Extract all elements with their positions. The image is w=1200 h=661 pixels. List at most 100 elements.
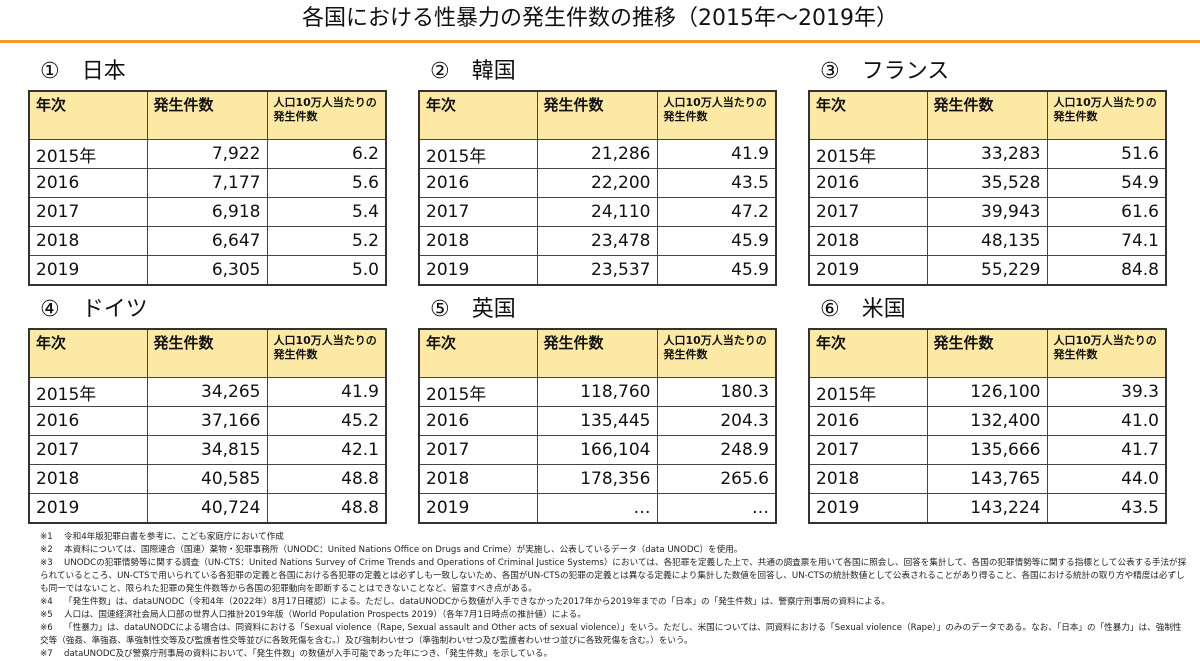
rate-cell: 180.3 xyxy=(656,377,777,407)
year-cell: 2016 xyxy=(418,406,538,436)
year-cell: 2017 xyxy=(418,435,538,465)
year-cell: 2016 xyxy=(808,168,928,198)
rate-cell: 204.3 xyxy=(656,406,777,436)
count-cell: … xyxy=(536,493,658,524)
footnote-5: ※5 人口は、国連経済社会局人口部の世界人口推計2019年版（World Popu… xyxy=(40,610,586,620)
country-heading: ④ ドイツ xyxy=(40,297,148,322)
title-divider xyxy=(0,40,1200,43)
footnote-7: ※7 dataUNODC及び警察庁刑事局の資料において、「発生件数」の数値が入手可… xyxy=(40,649,553,659)
count-cell: 37,166 xyxy=(146,406,268,436)
count-cell: 33,283 xyxy=(926,139,1048,169)
year-cell: 2015年 xyxy=(418,377,538,407)
count-cell: 118,760 xyxy=(536,377,658,407)
count-cell: 55,229 xyxy=(926,255,1048,286)
country-panel: ② 韓国 年次 発生件数 人口10万人当たりの発生件数 2015年 21,286 41.9 2… xyxy=(418,58,783,286)
count-cell: 34,815 xyxy=(146,435,268,465)
table-row: 2016 135,445 204.3 xyxy=(418,406,777,436)
year-header: 年次 xyxy=(28,328,148,378)
count-cell: 143,224 xyxy=(926,493,1048,524)
count-cell: 7,922 xyxy=(146,139,268,169)
table-row: 2015年 21,286 41.9 xyxy=(418,139,777,169)
footnote-4: ※4 「発生件数」は、dataUNODC（令和4年（2022年）8月17日確認）に… xyxy=(40,597,890,607)
year-header: 年次 xyxy=(808,90,928,140)
rate-cell: 47.2 xyxy=(656,197,777,227)
rate-cell: 41.0 xyxy=(1046,406,1167,436)
stats-table: 年次 発生件数 人口10万人当たりの発生件数 2015年 7,922 6.2 2016 7,1… xyxy=(28,90,387,286)
count-cell: 143,765 xyxy=(926,464,1048,494)
stats-table: 年次 発生件数 人口10万人当たりの発生件数 2015年 33,283 51.6 2016 3… xyxy=(808,90,1167,286)
rate-cell: 5.4 xyxy=(266,197,387,227)
count-cell: 22,200 xyxy=(536,168,658,198)
rate-cell: 48.8 xyxy=(266,464,387,494)
year-cell: 2015年 xyxy=(28,139,148,169)
count-cell: 135,445 xyxy=(536,406,658,436)
rate-cell: 74.1 xyxy=(1046,226,1167,256)
count-cell: 6,647 xyxy=(146,226,268,256)
year-cell: 2019 xyxy=(418,493,538,524)
country-heading: ③ フランス xyxy=(820,59,950,84)
year-cell: 2017 xyxy=(808,435,928,465)
rate-header: 人口10万人当たりの発生件数 xyxy=(656,90,777,140)
count-cell: 178,356 xyxy=(536,464,658,494)
stats-table: 年次 発生件数 人口10万人当たりの発生件数 2015年 34,265 41.9 2016 3… xyxy=(28,328,387,524)
count-cell: 23,478 xyxy=(536,226,658,256)
count-cell: 35,528 xyxy=(926,168,1048,198)
year-cell: 2019 xyxy=(28,493,148,524)
table-row: 2018 40,585 48.8 xyxy=(28,464,387,494)
table-row: 2019 6,305 5.0 xyxy=(28,255,387,286)
count-cell: 6,305 xyxy=(146,255,268,286)
table-row: 2015年 126,100 39.3 xyxy=(808,377,1167,407)
count-cell: 24,110 xyxy=(536,197,658,227)
country-heading: ⑥ 米国 xyxy=(820,297,906,322)
year-cell: 2018 xyxy=(808,464,928,494)
table-row: 2016 7,177 5.6 xyxy=(28,168,387,198)
year-cell: 2016 xyxy=(28,406,148,436)
year-cell: 2015年 xyxy=(418,139,538,169)
country-panel: ③ フランス年次 発生件数 人口10万人当たりの発生件数 2015年 33,283 51.… xyxy=(808,58,1173,286)
rate-cell: 5.2 xyxy=(266,226,387,256)
stats-table: 年次 発生件数 人口10万人当たりの発生件数 2015年 126,100 39.3 2016… xyxy=(808,328,1167,524)
page-title: 各国における性暴力の発生件数の推移（2015年～2019年） xyxy=(302,6,898,31)
footnote-1: ※1 令和4年版犯罪白書を参考に、こども家庭庁において作成 xyxy=(40,532,284,542)
count-cell: 40,585 xyxy=(146,464,268,494)
count-cell: 135,666 xyxy=(926,435,1048,465)
table-row: 2017 6,918 5.4 xyxy=(28,197,387,227)
count-header: 発生件数 xyxy=(926,90,1048,140)
table-row: 2015年 34,265 41.9 xyxy=(28,377,387,407)
year-cell: 2017 xyxy=(808,197,928,227)
country-heading: ① 日本 xyxy=(40,59,126,84)
table-row: 2018 23,478 45.9 xyxy=(418,226,777,256)
table-row: 2018 48,135 74.1 xyxy=(808,226,1167,256)
year-cell: 2016 xyxy=(28,168,148,198)
rate-cell: 43.5 xyxy=(1046,493,1167,524)
year-cell: 2016 xyxy=(418,168,538,198)
table-row: 2019 40,724 48.8 xyxy=(28,493,387,524)
rate-cell: 61.6 xyxy=(1046,197,1167,227)
year-cell: 2019 xyxy=(28,255,148,286)
count-cell: 40,724 xyxy=(146,493,268,524)
footnote-3: ※3 UNODCの犯罪情勢等に関する調査（UN-CTS：United Nation… xyxy=(40,558,1187,594)
country-panel: ⑥ 米国年次 発生件数 人口10万人当たりの発生件数 2015年 126,100 39.3… xyxy=(808,296,1173,524)
footnote-6: ※6 「性暴力」は、dataUNODCによる場合は、同資料における「Sexual … xyxy=(40,623,1182,646)
count-header: 発生件数 xyxy=(926,328,1048,378)
year-cell: 2017 xyxy=(28,197,148,227)
rate-cell: 41.9 xyxy=(656,139,777,169)
table-row: 2018 143,765 44.0 xyxy=(808,464,1167,494)
table-row: 2017 39,943 61.6 xyxy=(808,197,1167,227)
rate-header: 人口10万人当たりの発生件数 xyxy=(1046,328,1167,378)
rate-cell: 41.7 xyxy=(1046,435,1167,465)
table-row: 2019 23,537 45.9 xyxy=(418,255,777,286)
rate-header: 人口10万人当たりの発生件数 xyxy=(266,90,387,140)
table-row: 2017 166,104 248.9 xyxy=(418,435,777,465)
country-heading: ② 韓国 xyxy=(430,59,516,84)
rate-header: 人口10万人当たりの発生件数 xyxy=(266,328,387,378)
year-cell: 2015年 xyxy=(28,377,148,407)
year-header: 年次 xyxy=(808,328,928,378)
year-cell: 2018 xyxy=(418,464,538,494)
country-panel: ① 日本 年次 発生件数 人口10万人当たりの発生件数 2015年 7,922 6.2 201… xyxy=(28,58,393,286)
count-cell: 132,400 xyxy=(926,406,1048,436)
rate-cell: 84.8 xyxy=(1046,255,1167,286)
count-header: 発生件数 xyxy=(146,328,268,378)
year-cell: 2015年 xyxy=(808,139,928,169)
table-row: 2016 35,528 54.9 xyxy=(808,168,1167,198)
